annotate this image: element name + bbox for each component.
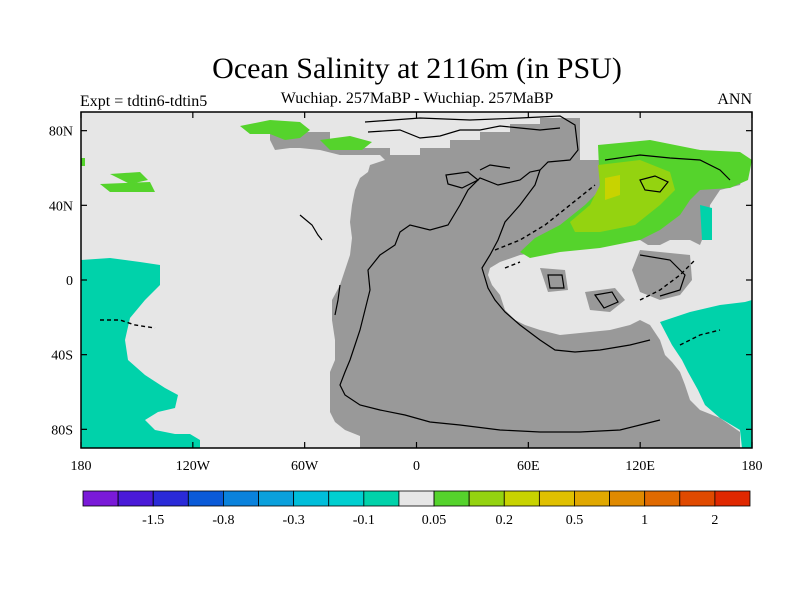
colorbar-swatch [538, 490, 575, 507]
x-tick-label: 120E [625, 459, 655, 474]
colorbar-label: -0.1 [353, 513, 375, 528]
y-tick-label: 40S [51, 349, 73, 364]
y-tick-label: 80N [49, 125, 73, 140]
coastlines [299, 115, 731, 433]
experiment-label: Expt = tdtin6-tdtin5 [80, 93, 208, 110]
x-tick-label: 180 [71, 459, 92, 474]
anomaly-negative-patch [81, 258, 200, 448]
y-tick-label: 80S [51, 423, 73, 438]
colorbar-swatch [574, 490, 610, 507]
colorbar-swatch [328, 490, 365, 507]
colorbar-swatch [644, 490, 681, 507]
anomaly-positive-strong-patch [605, 175, 620, 200]
x-tick-label: 60E [517, 459, 540, 474]
colorbar-swatch [152, 490, 189, 507]
anomaly-positive-weak-patch [81, 158, 85, 166]
y-tick-label: 40N [49, 199, 73, 214]
colorbar-swatch [363, 490, 400, 507]
anomaly-positive-weak-patch [110, 172, 148, 184]
map-subtitle: Wuchiap. 257MaBP - Wuchiap. 257MaBP [280, 90, 554, 107]
colorbar-swatch [503, 490, 540, 507]
colorbar-label: -1.5 [142, 513, 164, 528]
map-field [81, 112, 752, 448]
colorbar-swatch [223, 490, 259, 507]
map-title: Ocean Salinity at 2116m (in PSU) [212, 52, 622, 85]
colorbar-swatch [82, 490, 119, 507]
colorbar-swatch [293, 490, 330, 507]
colorbar-label: -0.8 [212, 513, 234, 528]
season-label: ANN [717, 91, 752, 108]
colorbar-label: 2 [711, 513, 718, 528]
x-tick-label: 60W [291, 459, 319, 474]
colorbar-swatch [258, 490, 295, 507]
colorbar-swatch [433, 490, 470, 507]
subduction-zones [100, 184, 721, 346]
y-axis: 80N 40N 0 40S 80S [49, 125, 752, 438]
colorbar-label: 1 [641, 513, 648, 528]
colorbar-swatch [117, 490, 154, 507]
colorbar-swatch [398, 490, 435, 507]
anomaly-negative-patch [660, 300, 752, 448]
colorbar-label: -0.3 [283, 513, 305, 528]
land-island-east [632, 250, 692, 300]
x-tick-label: 0 [413, 459, 420, 474]
land-island-east [540, 268, 568, 292]
land-island-east [585, 288, 625, 312]
colorbar-label: 0.2 [496, 513, 514, 528]
colorbar-swatch [609, 490, 646, 507]
x-tick-label: 180 [742, 459, 763, 474]
x-tick-label: 120W [176, 459, 211, 474]
colorbar: -1.5 -0.8 -0.3 -0.1 0.05 0.2 0.5 1 2 [82, 490, 751, 528]
anomaly-positive-weak-patch [320, 136, 372, 150]
anomaly-positive-weak-patch [100, 182, 155, 192]
colorbar-swatch [187, 490, 224, 507]
y-tick-label: 0 [66, 274, 73, 289]
colorbar-swatch [679, 490, 716, 507]
anomaly-positive-weak-patch [240, 120, 310, 140]
x-axis: 180 120W 60W 0 60E 120E 180 [71, 112, 763, 474]
colorbar-swatch [714, 490, 751, 507]
colorbar-swatch [468, 490, 505, 507]
anomaly-negative-patch [700, 205, 712, 240]
colorbar-label: 0.05 [422, 513, 447, 528]
colorbar-label: 0.5 [566, 513, 584, 528]
